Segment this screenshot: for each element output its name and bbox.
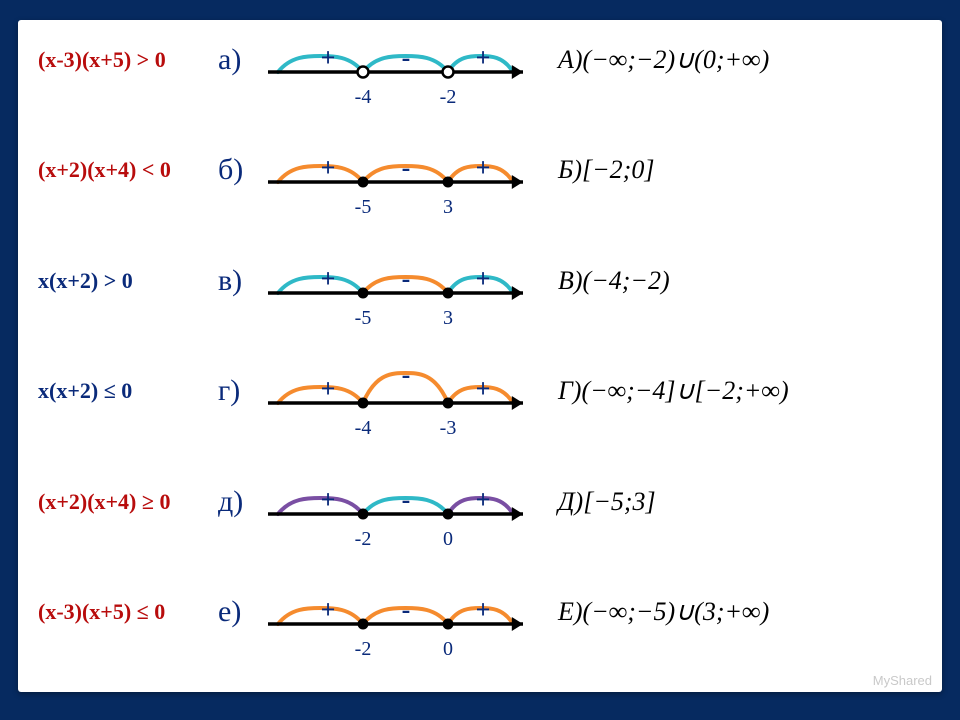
- answer-text: Б)[−2;0]: [558, 155, 654, 185]
- row-letter-cell: в): [218, 251, 268, 311]
- exercise-row: х(х+2) ≤ 0 г) + - + -4 -3 Г)(−∞;−4]∪[−2;+∞): [38, 361, 922, 461]
- critical-point-open: [358, 67, 369, 78]
- answer-cell: Г)(−∞;−4]∪[−2;+∞): [528, 361, 922, 421]
- arrowhead-icon: [512, 396, 523, 410]
- inequality-text: (х+2)(х+4) ≥ 0: [38, 489, 170, 515]
- sign-text: +: [476, 374, 491, 404]
- arrowhead-icon: [512, 617, 523, 631]
- sign-text: -: [402, 43, 411, 73]
- sign-text: +: [321, 374, 336, 404]
- row-letter: д): [218, 485, 243, 519]
- tick-label: -5: [355, 196, 372, 219]
- diagram-cell: + - + -5 3: [268, 140, 528, 240]
- inequality-text: (х-3)(х+5) ≤ 0: [38, 599, 165, 625]
- sign-text: +: [321, 264, 336, 294]
- critical-point-closed: [358, 398, 369, 409]
- critical-point-closed: [358, 177, 369, 188]
- critical-point-closed: [443, 508, 454, 519]
- watermark: MyShared: [873, 673, 932, 688]
- answer-text: Д)[−5;3]: [558, 487, 656, 517]
- row-letter-cell: е): [218, 582, 268, 642]
- row-letter-cell: б): [218, 140, 268, 200]
- exercise-row: (х+2)(х+4) ≥ 0 д) + - + -2 0 Д)[−5;3]: [38, 472, 922, 572]
- tick-label: -3: [440, 417, 457, 440]
- row-letter: е): [218, 595, 241, 629]
- answer-text: В)(−4;−2): [558, 266, 670, 296]
- arrowhead-icon: [512, 65, 523, 79]
- exercise-row: х(х+2) > 0 в) + - + -5 3 В)(−4;−2): [38, 251, 922, 351]
- sign-text: +: [476, 264, 491, 294]
- sign-text: +: [476, 153, 491, 183]
- critical-point-open: [443, 67, 454, 78]
- inequality-cell: (х-3)(х+5) ≤ 0: [38, 582, 218, 642]
- tick-label: -2: [355, 638, 372, 661]
- critical-point-closed: [443, 398, 454, 409]
- answer-cell: Д)[−5;3]: [528, 472, 922, 532]
- inequality-cell: (х-3)(х+5) > 0: [38, 30, 218, 90]
- sign-text: +: [476, 485, 491, 515]
- slide-card: (х-3)(х+5) > 0 а) + - + -4 -2 A)(−∞;−2)∪(0;+…: [18, 20, 942, 692]
- diagram-cell: + - + -5 3: [268, 251, 528, 351]
- critical-point-closed: [358, 287, 369, 298]
- row-container: (х-3)(х+5) > 0 а) + - + -4 -2 A)(−∞;−2)∪(0;+…: [38, 30, 922, 682]
- critical-point-closed: [358, 618, 369, 629]
- answer-text: Г)(−∞;−4]∪[−2;+∞): [558, 376, 789, 406]
- inequality-cell: х(х+2) > 0: [38, 251, 218, 311]
- sign-text: -: [402, 153, 411, 183]
- row-letter: а): [218, 43, 241, 77]
- inequality-cell: (х+2)(х+4) < 0: [38, 140, 218, 200]
- inequality-text: (х+2)(х+4) < 0: [38, 157, 171, 183]
- tick-label: 3: [443, 307, 453, 330]
- exercise-row: (х+2)(х+4) < 0 б) + - + -5 3 Б)[−2;0]: [38, 140, 922, 240]
- arrowhead-icon: [512, 175, 523, 189]
- tick-label: -2: [440, 86, 457, 109]
- row-letter-cell: г): [218, 361, 268, 421]
- tick-label: 3: [443, 196, 453, 219]
- critical-point-closed: [443, 177, 454, 188]
- inequality-text: (х-3)(х+5) > 0: [38, 47, 166, 73]
- answer-text: Е)(−∞;−5)∪(3;+∞): [558, 597, 769, 627]
- sign-text: -: [402, 595, 411, 625]
- answer-cell: Е)(−∞;−5)∪(3;+∞): [528, 582, 922, 642]
- exercise-row: (х-3)(х+5) ≤ 0 е) + - + -2 0 Е)(−∞;−5)∪(3;+∞…: [38, 582, 922, 682]
- inequality-cell: (х+2)(х+4) ≥ 0: [38, 472, 218, 532]
- row-letter-cell: д): [218, 472, 268, 532]
- sign-text: +: [321, 485, 336, 515]
- row-letter: б): [218, 153, 243, 187]
- row-letter-cell: а): [218, 30, 268, 90]
- critical-point-closed: [443, 618, 454, 629]
- exercise-row: (х-3)(х+5) > 0 а) + - + -4 -2 A)(−∞;−2)∪(0;+…: [38, 30, 922, 130]
- sign-text: -: [402, 264, 411, 294]
- sign-text: +: [321, 595, 336, 625]
- critical-point-closed: [443, 287, 454, 298]
- sign-text: +: [476, 43, 491, 73]
- inequality-text: х(х+2) > 0: [38, 268, 133, 294]
- arrowhead-icon: [512, 507, 523, 521]
- diagram-cell: + - + -2 0: [268, 582, 528, 682]
- diagram-cell: + - + -2 0: [268, 472, 528, 572]
- sign-text: +: [321, 43, 336, 73]
- tick-label: -5: [355, 307, 372, 330]
- sign-text: -: [402, 485, 411, 515]
- sign-text: +: [476, 595, 491, 625]
- diagram-cell: + - + -4 -3: [268, 361, 528, 461]
- diagram-cell: + - + -4 -2: [268, 30, 528, 130]
- row-letter: г): [218, 374, 240, 408]
- arrowhead-icon: [512, 286, 523, 300]
- tick-label: -2: [355, 528, 372, 551]
- inequality-text: х(х+2) ≤ 0: [38, 378, 132, 404]
- tick-label: 0: [443, 638, 453, 661]
- sign-text: +: [321, 153, 336, 183]
- answer-text: A)(−∞;−2)∪(0;+∞): [558, 45, 769, 75]
- tick-label: 0: [443, 528, 453, 551]
- tick-label: -4: [355, 417, 372, 440]
- answer-cell: Б)[−2;0]: [528, 140, 922, 200]
- row-letter: в): [218, 264, 242, 298]
- tick-label: -4: [355, 86, 372, 109]
- answer-cell: A)(−∞;−2)∪(0;+∞): [528, 30, 922, 90]
- inequality-cell: х(х+2) ≤ 0: [38, 361, 218, 421]
- sign-text: -: [402, 360, 411, 390]
- answer-cell: В)(−4;−2): [528, 251, 922, 311]
- critical-point-closed: [358, 508, 369, 519]
